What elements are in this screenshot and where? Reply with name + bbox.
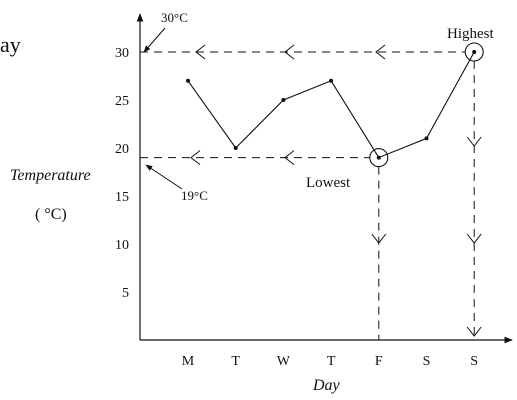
y-tick-label-30: 30 [115,46,129,61]
data-point-4 [376,155,381,160]
reference-guides [140,44,482,340]
x-tick-label-3: T [327,354,336,369]
y-tick-label-15: 15 [115,190,129,205]
y-tick-label-10: 10 [115,238,129,253]
x-tick-label-5: S [423,354,431,369]
lowest-guide-arrow-0 [190,150,201,165]
callout-30-arrow [143,27,166,53]
x-tick-label-6: S [470,354,478,369]
x-tick-label-0: M [182,354,195,369]
x-tick-label-2: W [277,354,291,369]
data-points [186,50,477,160]
data-point-1 [233,146,238,150]
x-tick-label-4: F [375,354,383,369]
data-point-2 [281,98,286,102]
highest-guide-arrow-1 [284,44,295,60]
y-axis-unit: ( °C) [35,206,67,223]
y-tick-label-5: 5 [122,286,129,301]
highest-guide-arrow-2 [375,44,386,60]
highest-down-arrow-1 [466,233,482,244]
data-point-5 [424,136,429,141]
y-tick-label-20: 20 [115,142,129,157]
x-axis-title: Day [312,377,341,394]
lowest-down-arrow-0 [371,233,387,244]
callout-19-arrow [145,164,183,190]
callout-30-label: 30°C [161,10,188,25]
partial-title-text: ay [0,32,21,57]
data-point-0 [186,78,190,83]
highest-point-circle [464,42,484,62]
data-point-3 [329,78,334,83]
data-point-6 [472,50,477,54]
highest-down-arrow-end-0 [466,326,482,337]
highest-guide-arrow-0 [195,44,206,60]
y-tick-label-25: 25 [115,94,129,109]
y-axis-title: Temperature [10,167,91,184]
y-tick-labels: 5 10 15 20 25 30 [115,46,129,301]
temperature-series-line [187,51,475,159]
x-tick-label-1: T [231,354,240,369]
lowest-label: Lowest [306,175,351,191]
highest-down-arrow-0 [466,136,482,147]
highest-label: Highest [447,26,494,42]
callout-19-label: 19°C [181,188,208,203]
lowest-guide-arrow-1 [284,150,295,165]
lowest-point-circle [369,148,389,168]
